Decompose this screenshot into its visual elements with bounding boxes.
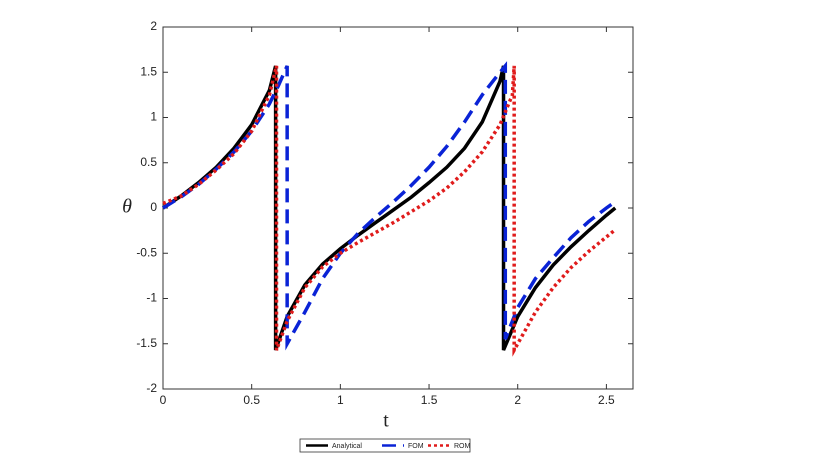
y-tick-label: 2 [150,19,157,33]
y-tick-label: 1.5 [140,64,157,78]
series-line [162,61,617,351]
legend-label: ROM [454,443,471,450]
y-tick-label: 0 [150,200,157,214]
legend-label: FOM [408,443,424,450]
y-tick-label: -1 [146,291,157,305]
y-tick-label: -2 [146,381,157,395]
x-tick-label: 0 [160,393,167,407]
series-line [162,65,617,357]
x-axis-label: t [383,410,389,432]
x-tick-label: 2 [514,393,521,407]
y-tick-label: -0.5 [136,245,157,259]
y-tick-label: -1.5 [136,336,157,350]
x-tick-label: 1 [337,393,344,407]
legend-label: Analytical [332,443,362,450]
y-axis-label: θ [122,196,132,218]
y-tick-label: 1 [150,110,157,124]
series-line [162,65,617,351]
x-tick-label: 0.5 [243,393,260,407]
x-tick-label: 1.5 [421,393,438,407]
x-tick-label: 2.5 [598,393,615,407]
y-tick-label: 0.5 [140,155,157,169]
